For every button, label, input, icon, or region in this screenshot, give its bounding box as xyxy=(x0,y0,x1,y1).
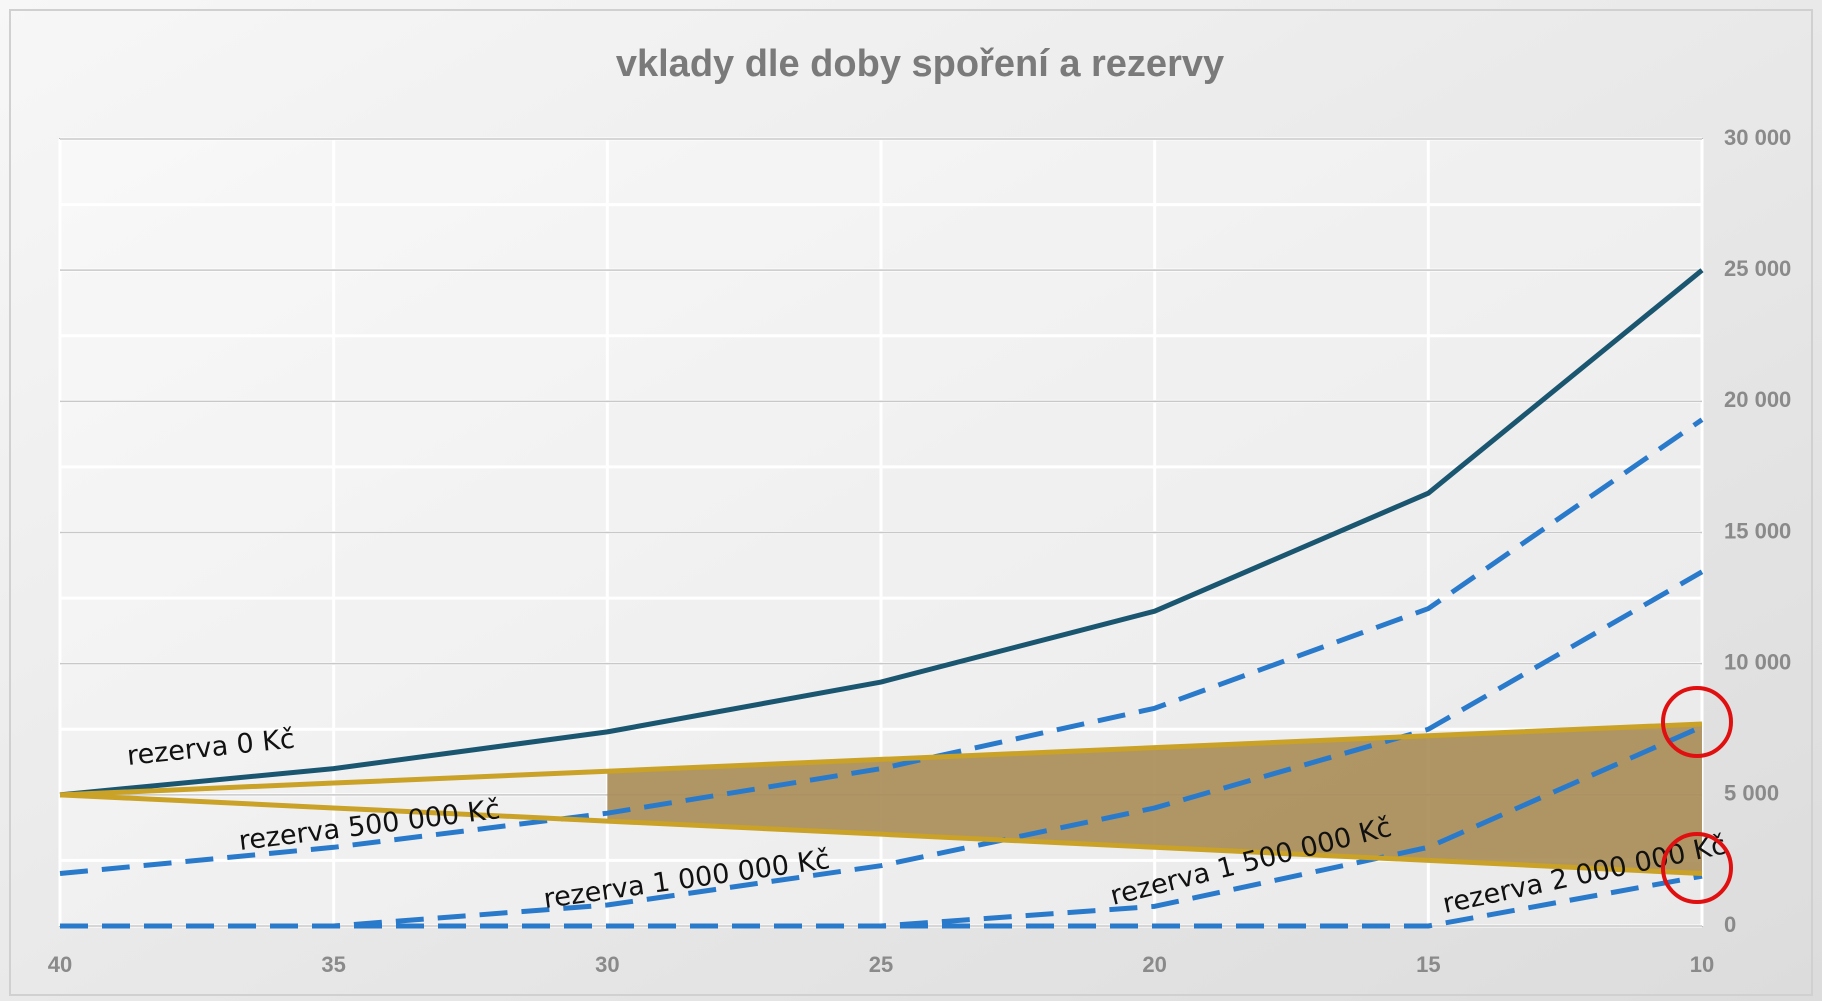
highlight-circle xyxy=(1661,832,1733,904)
plot: 0 5 000 10 000 15 000 20 000 25 000 30 000 40 35… xyxy=(48,125,1792,977)
chart-title: vklady dle doby spoření a rezervy xyxy=(616,43,1224,85)
series-line xyxy=(59,268,1704,798)
x-tick-label: 40 xyxy=(48,952,72,977)
x-tick-label: 20 xyxy=(1142,952,1166,977)
x-tick-label: 15 xyxy=(1416,952,1440,977)
y-tick-label: 15 000 xyxy=(1724,518,1791,543)
y-tick-label: 30 000 xyxy=(1724,125,1791,150)
y-tick-label: 25 000 xyxy=(1724,256,1791,281)
highlight-circle xyxy=(1661,686,1733,758)
x-tick-label: 10 xyxy=(1690,952,1714,977)
x-tick-label: 35 xyxy=(321,952,345,977)
series-line xyxy=(59,417,1704,877)
chart-frame xyxy=(9,9,1813,996)
x-tick-label: 25 xyxy=(869,952,893,977)
series-line xyxy=(59,792,1703,877)
series-line xyxy=(59,721,1703,798)
x-tick-label: 30 xyxy=(595,952,619,977)
series-line xyxy=(60,873,1703,929)
y-tick-label: 20 000 xyxy=(1724,387,1791,412)
y-tick-label: 0 xyxy=(1724,912,1736,937)
y-tick-label: 10 000 xyxy=(1724,649,1791,674)
y-tick-label: 5 000 xyxy=(1724,781,1779,806)
